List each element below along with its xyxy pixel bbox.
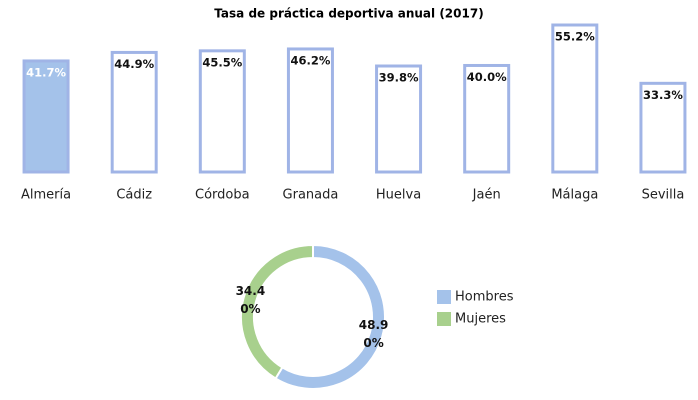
legend-swatch: [437, 290, 451, 304]
legend-label: Hombres: [455, 290, 514, 305]
data-label: 55.2%: [555, 30, 595, 44]
chart-title: Tasa de práctica deportiva anual (2017): [214, 7, 483, 21]
data-label: 48.90%: [358, 318, 389, 351]
data-label: 41.7%: [26, 65, 66, 79]
bar: [110, 50, 158, 174]
donut-slice: [240, 243, 314, 380]
data-label: 44.9%: [114, 57, 154, 71]
bar: [639, 81, 687, 174]
x-tick-label: Almería: [21, 188, 71, 203]
data-label: 39.8%: [379, 71, 419, 85]
data-label: 45.5%: [202, 55, 242, 69]
data-label: 34.40%: [235, 283, 266, 316]
data-label-box: 34.40%: [235, 283, 266, 316]
x-tick-label: Córdoba: [195, 188, 250, 203]
bar: [375, 64, 423, 174]
x-tick-label: Cádiz: [116, 188, 152, 203]
data-label-box: 48.90%: [358, 318, 389, 351]
bar: [22, 59, 70, 174]
x-tick-label: Jaén: [472, 188, 501, 203]
bar: [463, 63, 511, 174]
legend-swatch: [437, 312, 451, 326]
x-tick-label: Huelva: [376, 188, 421, 203]
data-label: 46.2%: [290, 53, 330, 67]
x-tick-label: Málaga: [551, 188, 598, 203]
x-tick-label: Sevilla: [642, 188, 685, 203]
data-label: 40.0%: [467, 70, 507, 84]
bar: [551, 23, 599, 174]
data-label: 33.3%: [643, 88, 683, 102]
bar: [198, 49, 246, 174]
legend-label: Mujeres: [455, 312, 506, 327]
x-tick-label: Granada: [283, 188, 339, 203]
bar: [286, 47, 334, 174]
